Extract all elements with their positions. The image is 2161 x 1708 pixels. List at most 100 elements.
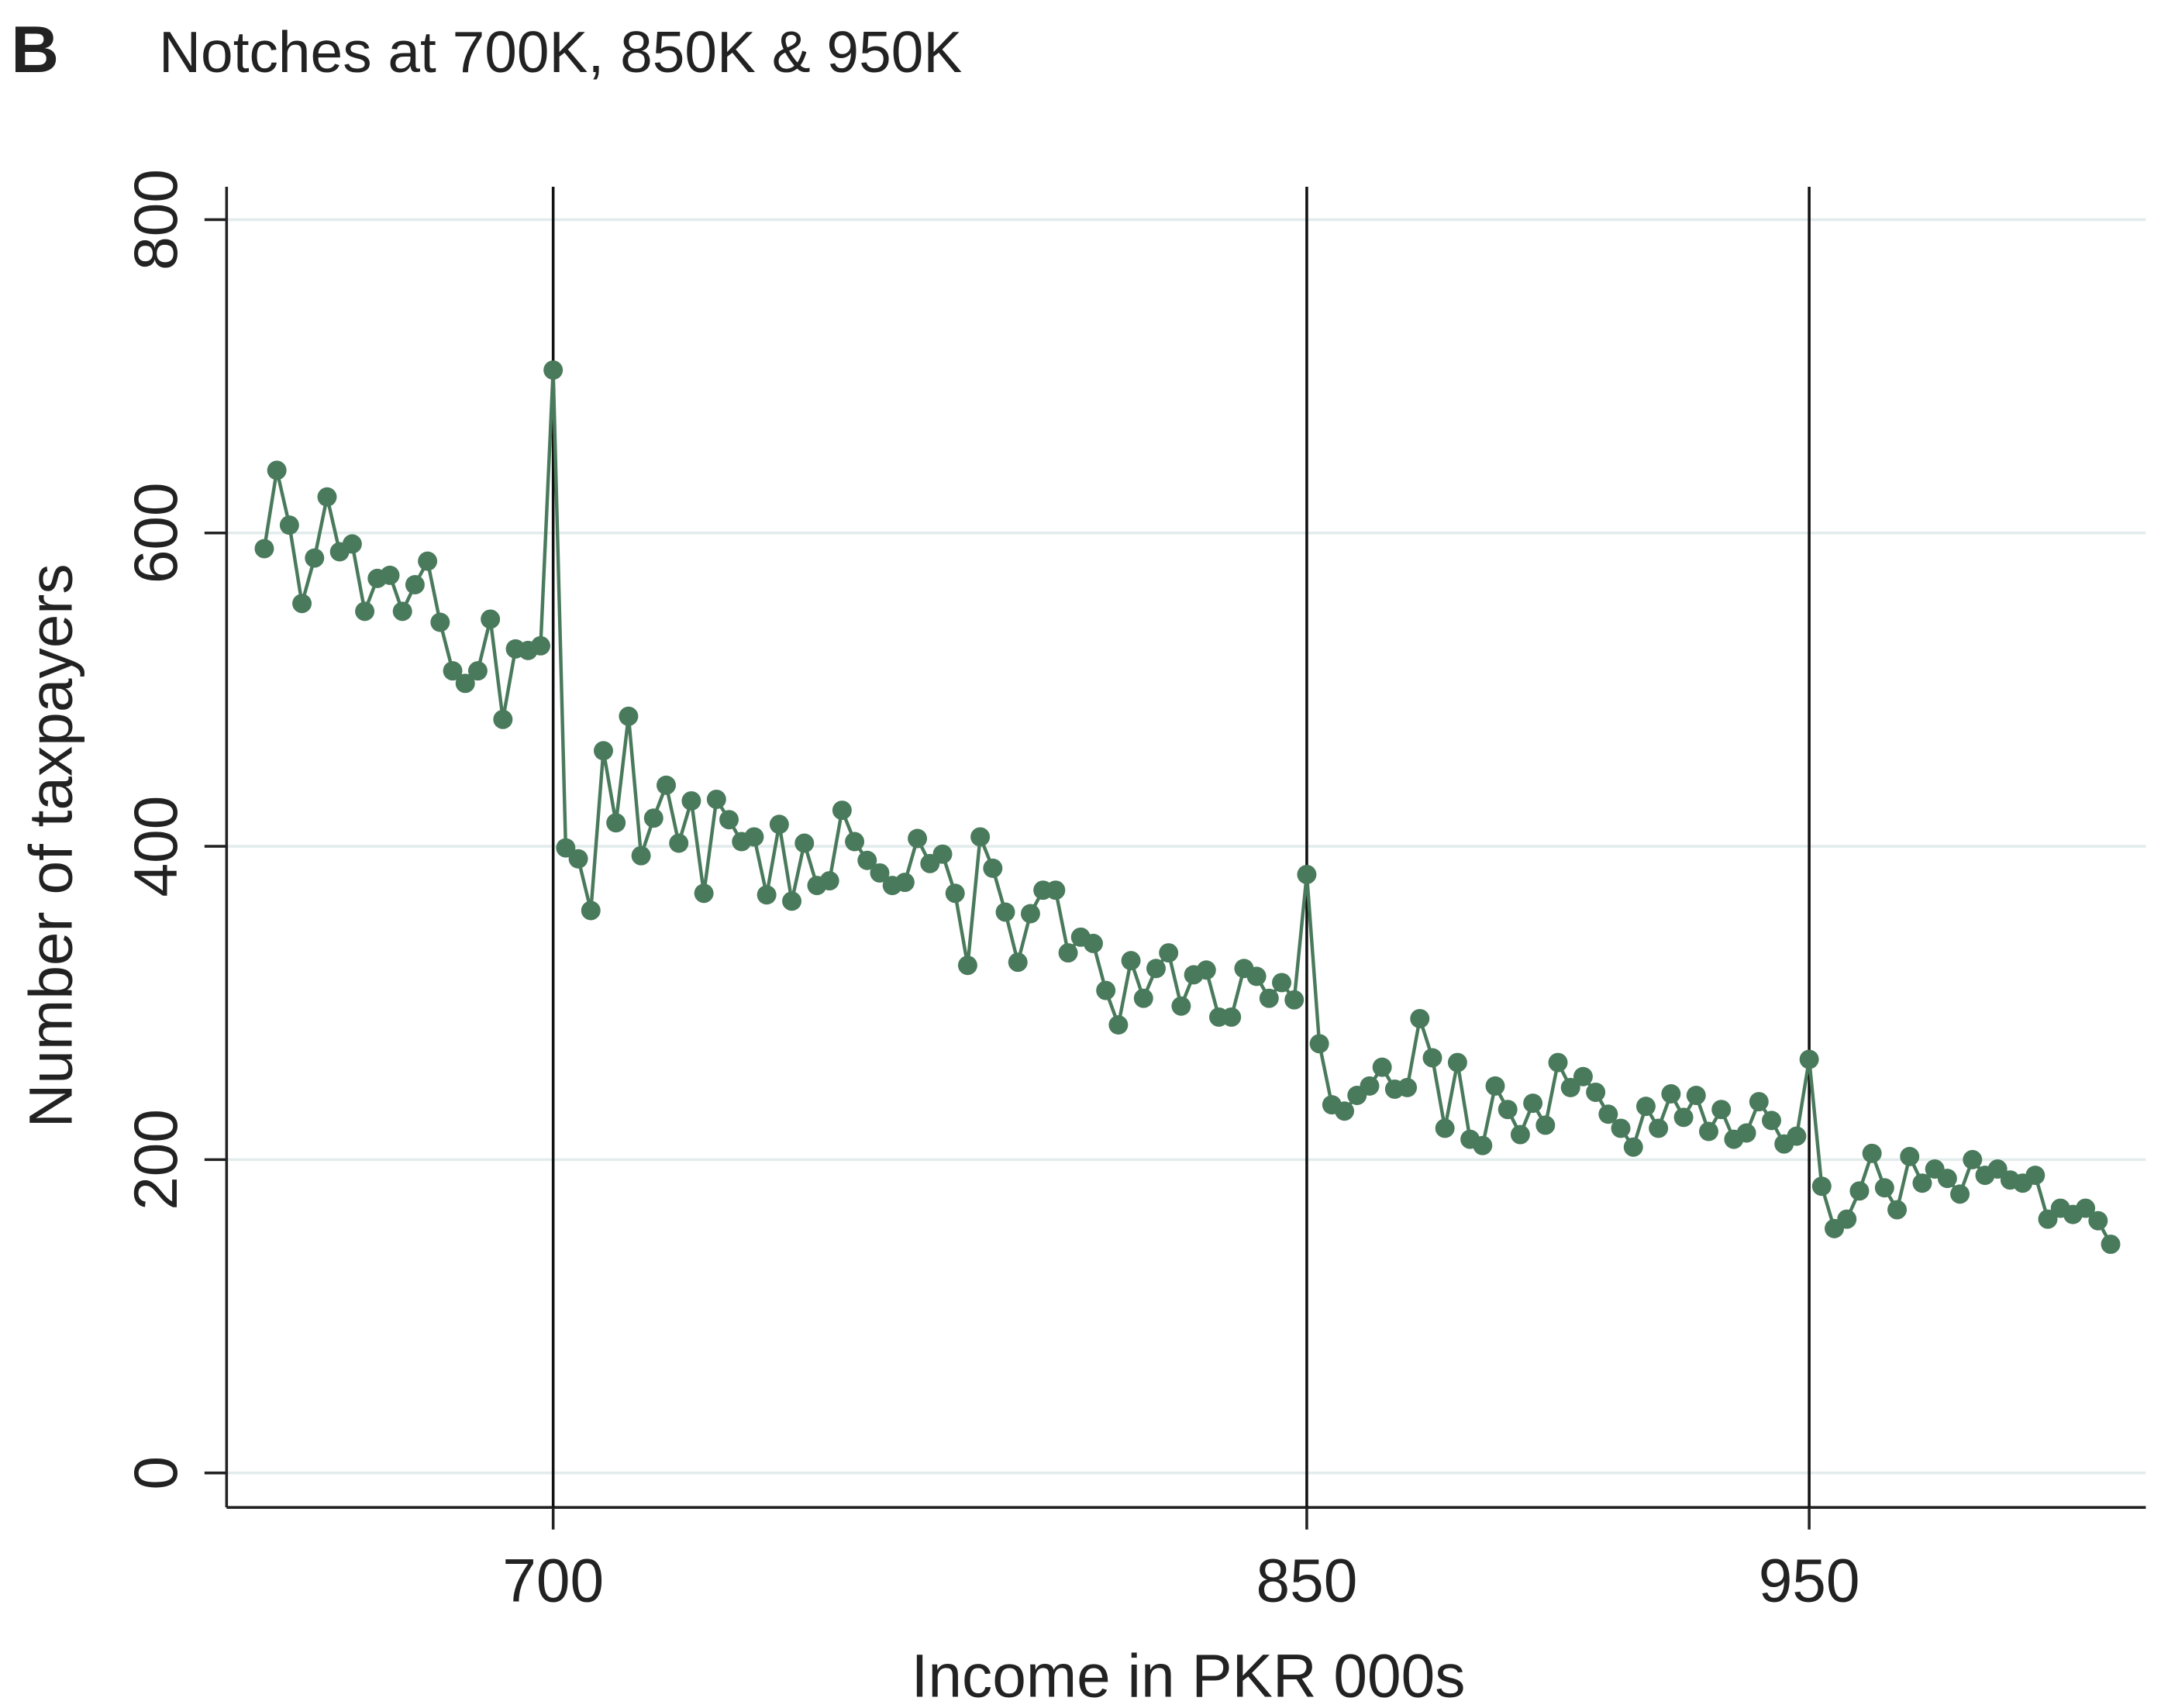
data-point: [1698, 1121, 1718, 1142]
data-point: [1749, 1092, 1769, 1112]
data-point: [1020, 904, 1040, 924]
data-point: [1410, 1008, 1430, 1028]
data-point: [2025, 1166, 2046, 1186]
data-point: [1649, 1118, 1669, 1138]
data-point: [2076, 1198, 2096, 1218]
data-point: [819, 871, 839, 891]
data-point: [581, 900, 601, 921]
data-point: [706, 789, 726, 809]
data-point: [995, 902, 1015, 922]
data-point: [1133, 988, 1153, 1008]
data-point: [530, 635, 550, 656]
data-point: [719, 810, 739, 830]
data-point: [2088, 1210, 2108, 1231]
data-point: [1246, 966, 1267, 987]
data-point: [1435, 1118, 1455, 1138]
y-tick-label: 400: [122, 796, 190, 897]
data-point: [2101, 1235, 2121, 1255]
data-point: [1711, 1100, 1732, 1120]
data-point: [782, 891, 802, 911]
data-point: [1837, 1209, 1857, 1229]
y-axis-label: Number of taxpayers: [17, 563, 85, 1128]
data-point: [932, 844, 953, 864]
data-point: [631, 845, 651, 866]
data-point: [832, 801, 852, 821]
data-point: [1159, 943, 1179, 963]
data-point: [1083, 933, 1103, 953]
data-point: [769, 814, 789, 835]
data-point: [694, 883, 714, 904]
data-point: [794, 833, 815, 853]
data-point: [1811, 1176, 1832, 1197]
data-point: [619, 706, 639, 726]
data-point: [970, 827, 991, 847]
data-point: [1686, 1086, 1706, 1105]
data-point: [493, 709, 513, 729]
x-tick-label: 700: [502, 1546, 604, 1614]
data-point: [430, 612, 450, 632]
data-point: [845, 832, 865, 852]
data-point: [543, 360, 564, 381]
data-point: [757, 885, 777, 905]
data-point: [1799, 1049, 1819, 1069]
data-point: [908, 828, 928, 849]
data-point: [1560, 1077, 1580, 1097]
data-point: [1535, 1115, 1556, 1135]
data-point: [2038, 1209, 2058, 1229]
data-point: [1272, 973, 1292, 993]
data-point: [1447, 1052, 1467, 1073]
data-point: [983, 858, 1003, 878]
data-point: [1284, 990, 1305, 1010]
data-point: [418, 551, 438, 571]
panel-label: B: [11, 13, 59, 87]
data-point: [1146, 959, 1166, 979]
data-point: [1485, 1076, 1505, 1096]
data-point: [1611, 1118, 1631, 1138]
data-point: [1887, 1200, 1908, 1220]
data-point: [380, 565, 400, 585]
data-point: [1510, 1124, 1530, 1145]
y-tick-label: 0: [122, 1456, 190, 1490]
data-point: [1874, 1178, 1894, 1198]
data-point: [481, 609, 501, 629]
data-point: [1498, 1100, 1518, 1120]
data-point: [1787, 1126, 1807, 1146]
data-point: [292, 594, 312, 614]
data-point: [279, 515, 299, 535]
x-axis-label: Income in PKR 000s: [912, 1641, 1466, 1708]
data-line: [262, 370, 2112, 1245]
data-point: [1912, 1173, 1932, 1193]
data-point: [1422, 1048, 1442, 1068]
data-point: [254, 539, 274, 559]
data-point: [355, 601, 375, 622]
data-point: [1309, 1034, 1329, 1054]
data-point: [317, 487, 337, 507]
data-point: [305, 548, 325, 568]
data-point: [455, 673, 475, 694]
data-point: [669, 833, 689, 853]
data-point: [1849, 1181, 1870, 1201]
data-point: [857, 850, 877, 870]
data-point: [1096, 980, 1116, 1000]
data-point: [1950, 1184, 1970, 1204]
data-point: [1360, 1076, 1380, 1096]
data-point: [1937, 1169, 1957, 1189]
data-point: [1661, 1084, 1681, 1104]
y-tick-label: 800: [122, 169, 190, 270]
data-point: [1058, 943, 1078, 963]
data-point: [657, 775, 676, 795]
data-point: [894, 873, 915, 893]
data-point: [1046, 880, 1066, 900]
data-point: [1573, 1066, 1593, 1086]
chart-title: Notches at 700K, 850K & 950K: [159, 19, 962, 84]
data-point: [681, 790, 701, 811]
data-point: [1598, 1104, 1618, 1124]
data-point: [1548, 1052, 1568, 1073]
data-point: [1259, 988, 1279, 1008]
data-point: [467, 661, 488, 681]
data-point: [405, 574, 425, 594]
data-point: [1673, 1107, 1694, 1128]
x-tick-label: 850: [1256, 1546, 1358, 1614]
data-point: [392, 601, 412, 622]
